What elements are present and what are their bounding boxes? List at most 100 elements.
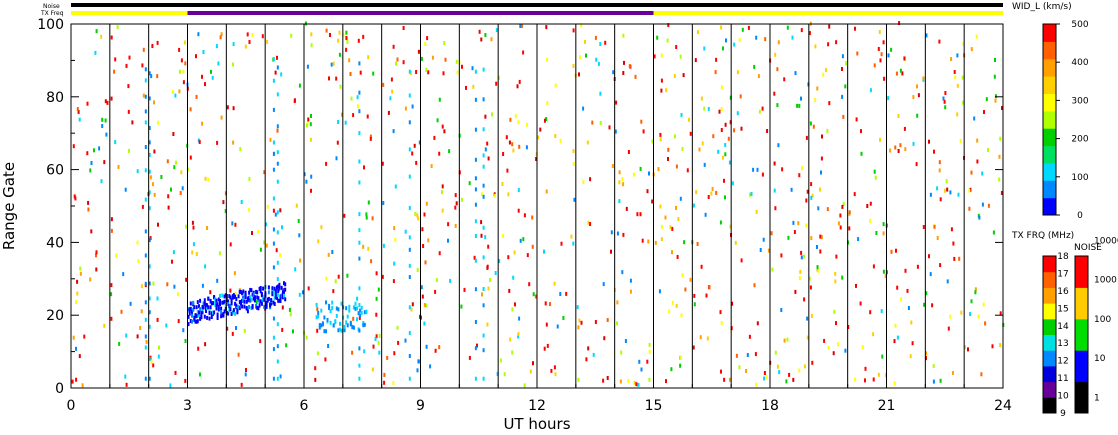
echo-pixel bbox=[184, 61, 187, 66]
echo-pixel bbox=[857, 237, 860, 242]
echo-pixel bbox=[463, 287, 466, 292]
echo-pixel bbox=[266, 204, 269, 209]
echo-pixel bbox=[116, 25, 119, 30]
echo-pixel bbox=[142, 47, 145, 52]
echo-pixel bbox=[362, 323, 365, 328]
echo-pixel bbox=[148, 152, 151, 157]
echo-pixel bbox=[209, 305, 212, 310]
txfreq-colorbar-tick-label: 11 bbox=[1057, 374, 1068, 384]
echo-pixel bbox=[153, 192, 156, 197]
echo-pixel bbox=[468, 355, 471, 360]
echo-pixel bbox=[629, 278, 632, 283]
echo-pixel bbox=[746, 353, 749, 357]
echo-pixel bbox=[482, 255, 485, 260]
echo-pixel bbox=[484, 33, 487, 37]
echo-pixel bbox=[404, 229, 407, 234]
echo-pixel bbox=[263, 297, 266, 302]
echo-pixel bbox=[778, 370, 781, 375]
echo-pixel bbox=[378, 333, 381, 338]
echo-pixel bbox=[801, 166, 803, 171]
echo-pixel bbox=[783, 338, 786, 343]
width-colorbar-swatch bbox=[1043, 58, 1056, 77]
echo-pixel bbox=[180, 170, 183, 175]
echo-pixel bbox=[408, 120, 411, 125]
echo-pixel bbox=[506, 168, 509, 173]
echo-pixel bbox=[872, 377, 875, 382]
echo-pixel bbox=[408, 174, 411, 179]
echo-pixel bbox=[587, 220, 590, 225]
echo-pixel bbox=[358, 286, 361, 291]
echo-pixel bbox=[267, 296, 270, 301]
echo-pixel bbox=[599, 120, 602, 125]
echo-pixel bbox=[841, 204, 844, 209]
echo-pixel bbox=[474, 127, 477, 132]
echo-pixel bbox=[704, 212, 707, 217]
echo-pixel bbox=[967, 347, 969, 352]
echo-pixel bbox=[826, 207, 829, 212]
width-colorbar-tick-label: 400 bbox=[1071, 58, 1088, 68]
echo-pixel bbox=[560, 241, 563, 246]
echo-pixel bbox=[95, 267, 98, 272]
echo-pixel bbox=[734, 240, 737, 245]
echo-pixel bbox=[757, 74, 760, 79]
echo-pixel bbox=[998, 177, 1001, 182]
echo-pixel bbox=[387, 110, 390, 115]
echo-pixel bbox=[529, 369, 532, 374]
echo-pixel bbox=[192, 300, 195, 305]
echo-pixel bbox=[535, 157, 538, 161]
echo-pixel bbox=[438, 251, 441, 256]
echo-pixel bbox=[201, 305, 204, 309]
echo-pixel bbox=[545, 25, 548, 30]
echo-pixel bbox=[659, 132, 662, 137]
echo-pixel bbox=[472, 84, 475, 89]
echo-pixel bbox=[358, 90, 361, 95]
echo-pixel bbox=[329, 33, 331, 37]
echo-pixel bbox=[148, 376, 151, 381]
echo-pixel bbox=[316, 307, 319, 312]
width-colorbar-swatch bbox=[1043, 128, 1056, 147]
echo-pixel bbox=[241, 291, 244, 296]
echo-pixel bbox=[923, 302, 926, 307]
echo-pixel bbox=[498, 259, 501, 264]
echo-pixel bbox=[582, 106, 585, 111]
echo-pixel bbox=[272, 265, 275, 270]
echo-pixel bbox=[806, 316, 809, 321]
echo-pixel bbox=[120, 309, 123, 314]
echo-pixel bbox=[136, 240, 139, 245]
echo-pixel bbox=[893, 381, 896, 386]
echo-pixel bbox=[250, 297, 253, 302]
x-axis: 0 3 6 9 12 15 18 21 24 bbox=[67, 24, 1012, 414]
echo-pixel bbox=[343, 324, 346, 329]
echo-pixel bbox=[502, 152, 505, 156]
echo-pixel bbox=[591, 120, 594, 125]
echo-pixel bbox=[277, 284, 280, 289]
echo-pixel bbox=[788, 372, 791, 377]
echo-pixel bbox=[421, 227, 424, 232]
echo-pixel bbox=[671, 226, 674, 231]
echo-pixel bbox=[586, 140, 589, 145]
echo-pixel bbox=[297, 219, 300, 223]
echo-pixel bbox=[999, 343, 1002, 347]
echo-pixel bbox=[251, 231, 253, 235]
echo-pixel bbox=[148, 238, 151, 243]
echo-pixel bbox=[699, 335, 702, 340]
echo-pixel bbox=[283, 291, 285, 296]
echo-pixel bbox=[365, 310, 368, 315]
echo-pixel bbox=[198, 313, 200, 318]
echo-pixel bbox=[490, 37, 493, 42]
echo-pixel bbox=[239, 147, 242, 152]
echo-pixel bbox=[358, 109, 361, 114]
echo-pixel bbox=[423, 303, 426, 307]
echo-pixel bbox=[482, 127, 485, 132]
echo-pixel bbox=[259, 299, 262, 304]
echo-pixel bbox=[228, 294, 231, 299]
echo-pixel bbox=[229, 307, 232, 312]
echo-pixel bbox=[103, 323, 106, 328]
echo-pixel bbox=[640, 367, 643, 372]
echo-pixel bbox=[117, 164, 120, 169]
echo-pixel bbox=[946, 187, 949, 192]
echo-pixel bbox=[660, 88, 663, 93]
echo-pixel bbox=[332, 61, 335, 66]
echo-pixel bbox=[589, 177, 592, 182]
echo-pixel bbox=[693, 302, 696, 307]
